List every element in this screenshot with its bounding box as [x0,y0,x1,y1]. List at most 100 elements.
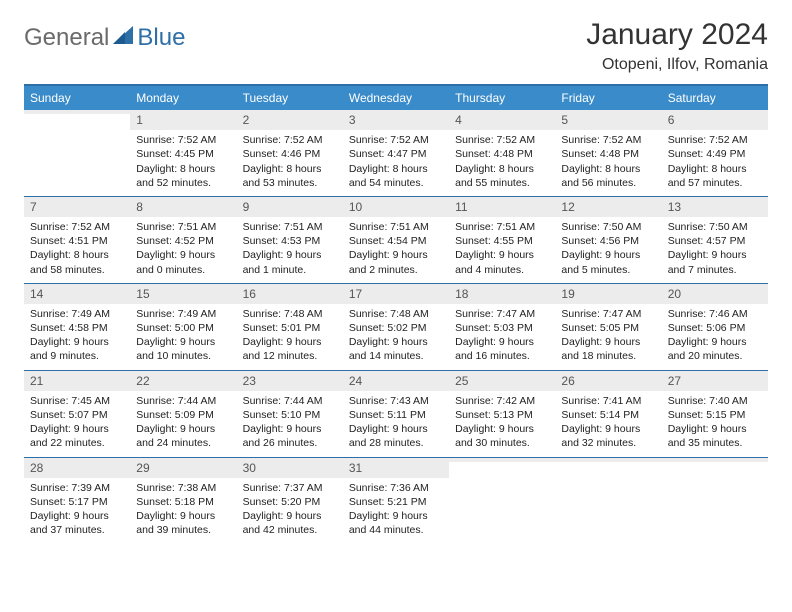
day-number: 31 [343,458,449,478]
day-number: 8 [130,197,236,217]
day-body: Sunrise: 7:52 AMSunset: 4:49 PMDaylight:… [662,130,768,196]
sunset: Sunset: 5:11 PM [349,408,443,422]
sunrise: Sunrise: 7:46 AM [668,307,762,321]
daylight: Daylight: 9 hours and 16 minutes. [455,335,549,363]
day-body: Sunrise: 7:49 AMSunset: 5:00 PMDaylight:… [130,304,236,370]
day-cell: 24Sunrise: 7:43 AMSunset: 5:11 PMDayligh… [343,371,449,457]
daylight: Daylight: 9 hours and 39 minutes. [136,509,230,537]
day-number: 14 [24,284,130,304]
day-cell: 2Sunrise: 7:52 AMSunset: 4:46 PMDaylight… [237,110,343,196]
week-row: 14Sunrise: 7:49 AMSunset: 4:58 PMDayligh… [24,283,768,370]
daylight: Daylight: 9 hours and 4 minutes. [455,248,549,276]
day-cell: 8Sunrise: 7:51 AMSunset: 4:52 PMDaylight… [130,197,236,283]
day-cell: 30Sunrise: 7:37 AMSunset: 5:20 PMDayligh… [237,458,343,544]
day-body: Sunrise: 7:38 AMSunset: 5:18 PMDaylight:… [130,478,236,544]
logo-text-blue: Blue [137,24,185,52]
sunset: Sunset: 5:09 PM [136,408,230,422]
daylight: Daylight: 9 hours and 9 minutes. [30,335,124,363]
daylight: Daylight: 9 hours and 18 minutes. [561,335,655,363]
day-body: Sunrise: 7:46 AMSunset: 5:06 PMDaylight:… [662,304,768,370]
sunset: Sunset: 4:53 PM [243,234,337,248]
sunset: Sunset: 4:47 PM [349,147,443,161]
daylight: Daylight: 8 hours and 52 minutes. [136,162,230,190]
day-number: 2 [237,110,343,130]
sunrise: Sunrise: 7:51 AM [243,220,337,234]
day-body: Sunrise: 7:52 AMSunset: 4:51 PMDaylight:… [24,217,130,283]
sunrise: Sunrise: 7:51 AM [136,220,230,234]
sunset: Sunset: 4:57 PM [668,234,762,248]
sunset: Sunset: 4:48 PM [455,147,549,161]
sunrise: Sunrise: 7:47 AM [455,307,549,321]
sunrise: Sunrise: 7:37 AM [243,481,337,495]
daylight: Daylight: 9 hours and 30 minutes. [455,422,549,450]
day-number: 24 [343,371,449,391]
sunrise: Sunrise: 7:47 AM [561,307,655,321]
day-body: Sunrise: 7:39 AMSunset: 5:17 PMDaylight:… [24,478,130,544]
sunrise: Sunrise: 7:48 AM [349,307,443,321]
day-body: Sunrise: 7:47 AMSunset: 5:05 PMDaylight:… [555,304,661,370]
sunrise: Sunrise: 7:52 AM [136,133,230,147]
sunset: Sunset: 5:01 PM [243,321,337,335]
sunrise: Sunrise: 7:40 AM [668,394,762,408]
day-cell: 31Sunrise: 7:36 AMSunset: 5:21 PMDayligh… [343,458,449,544]
day-cell: 23Sunrise: 7:44 AMSunset: 5:10 PMDayligh… [237,371,343,457]
day-number: 9 [237,197,343,217]
day-number: 6 [662,110,768,130]
sunset: Sunset: 5:20 PM [243,495,337,509]
daylight: Daylight: 8 hours and 53 minutes. [243,162,337,190]
day-header: Wednesday [343,86,449,110]
sunset: Sunset: 5:05 PM [561,321,655,335]
sunrise: Sunrise: 7:52 AM [30,220,124,234]
day-cell: 7Sunrise: 7:52 AMSunset: 4:51 PMDaylight… [24,197,130,283]
day-number: 22 [130,371,236,391]
day-body: Sunrise: 7:48 AMSunset: 5:01 PMDaylight:… [237,304,343,370]
week-row: 1Sunrise: 7:52 AMSunset: 4:45 PMDaylight… [24,110,768,196]
day-cell: 5Sunrise: 7:52 AMSunset: 4:48 PMDaylight… [555,110,661,196]
sunset: Sunset: 5:15 PM [668,408,762,422]
day-number: 21 [24,371,130,391]
sunrise: Sunrise: 7:51 AM [349,220,443,234]
daylight: Daylight: 9 hours and 44 minutes. [349,509,443,537]
day-body: Sunrise: 7:52 AMSunset: 4:45 PMDaylight:… [130,130,236,196]
day-cell: 26Sunrise: 7:41 AMSunset: 5:14 PMDayligh… [555,371,661,457]
day-cell: 22Sunrise: 7:44 AMSunset: 5:09 PMDayligh… [130,371,236,457]
day-number: 25 [449,371,555,391]
sunset: Sunset: 5:06 PM [668,321,762,335]
day-cell: 21Sunrise: 7:45 AMSunset: 5:07 PMDayligh… [24,371,130,457]
sunset: Sunset: 4:54 PM [349,234,443,248]
sunrise: Sunrise: 7:48 AM [243,307,337,321]
day-number: 19 [555,284,661,304]
day-header-row: Sunday Monday Tuesday Wednesday Thursday… [24,86,768,110]
day-cell: 4Sunrise: 7:52 AMSunset: 4:48 PMDaylight… [449,110,555,196]
daylight: Daylight: 9 hours and 20 minutes. [668,335,762,363]
sunrise: Sunrise: 7:36 AM [349,481,443,495]
week-row: 7Sunrise: 7:52 AMSunset: 4:51 PMDaylight… [24,196,768,283]
logo: General Blue [24,18,185,52]
day-body: Sunrise: 7:40 AMSunset: 5:15 PMDaylight:… [662,391,768,457]
daylight: Daylight: 8 hours and 54 minutes. [349,162,443,190]
calendar: Sunday Monday Tuesday Wednesday Thursday… [24,84,768,543]
day-header: Sunday [24,86,130,110]
sunset: Sunset: 5:17 PM [30,495,124,509]
sunrise: Sunrise: 7:52 AM [561,133,655,147]
sunset: Sunset: 4:55 PM [455,234,549,248]
day-body: Sunrise: 7:50 AMSunset: 4:57 PMDaylight:… [662,217,768,283]
day-body: Sunrise: 7:52 AMSunset: 4:47 PMDaylight:… [343,130,449,196]
day-cell [449,458,555,544]
day-cell: 25Sunrise: 7:42 AMSunset: 5:13 PMDayligh… [449,371,555,457]
day-cell: 27Sunrise: 7:40 AMSunset: 5:15 PMDayligh… [662,371,768,457]
day-number: 16 [237,284,343,304]
sunset: Sunset: 5:14 PM [561,408,655,422]
day-body: Sunrise: 7:36 AMSunset: 5:21 PMDaylight:… [343,478,449,544]
location: Otopeni, Ilfov, Romania [586,56,768,74]
sunrise: Sunrise: 7:38 AM [136,481,230,495]
day-number: 11 [449,197,555,217]
sunrise: Sunrise: 7:43 AM [349,394,443,408]
day-cell [24,110,130,196]
sunset: Sunset: 5:18 PM [136,495,230,509]
day-body: Sunrise: 7:45 AMSunset: 5:07 PMDaylight:… [24,391,130,457]
day-cell: 19Sunrise: 7:47 AMSunset: 5:05 PMDayligh… [555,284,661,370]
daylight: Daylight: 8 hours and 55 minutes. [455,162,549,190]
week-row: 21Sunrise: 7:45 AMSunset: 5:07 PMDayligh… [24,370,768,457]
daylight: Daylight: 9 hours and 12 minutes. [243,335,337,363]
